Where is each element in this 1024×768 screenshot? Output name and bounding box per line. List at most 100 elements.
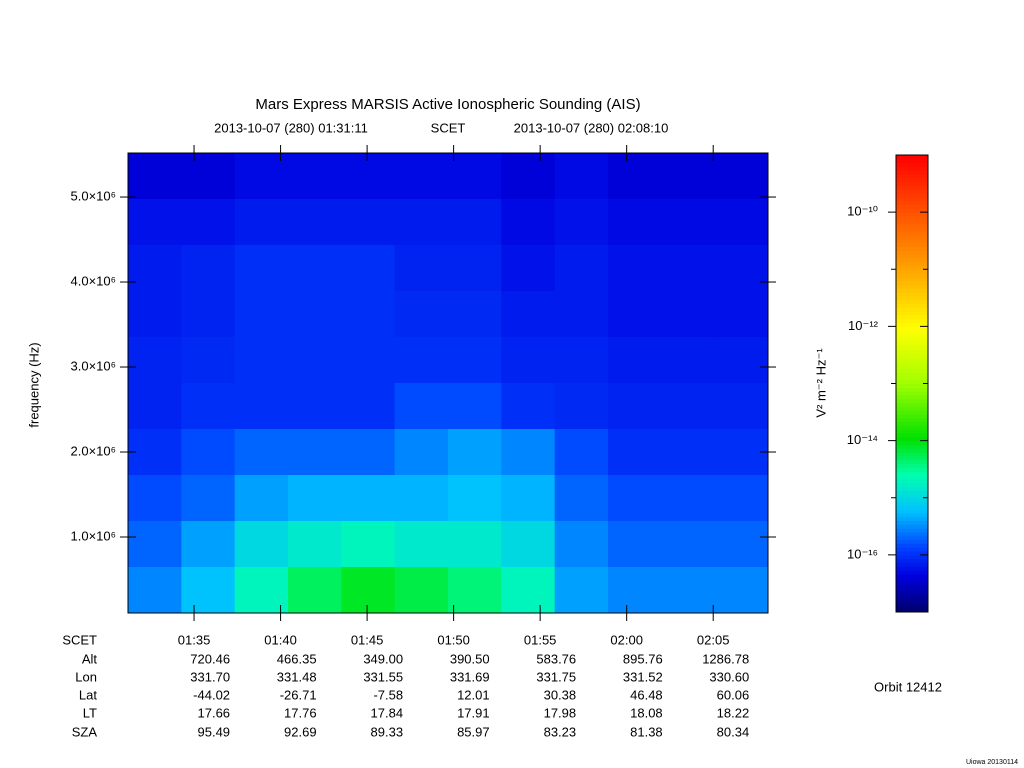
colorbar-strip bbox=[896, 196, 928, 202]
colorbar-strip bbox=[896, 231, 928, 236]
ephemeris-value: 331.52 bbox=[623, 669, 663, 684]
heatmap-cell bbox=[341, 429, 396, 476]
heatmap-cell bbox=[501, 383, 556, 430]
colorbar-strip bbox=[896, 345, 928, 350]
colorbar-strip bbox=[896, 288, 928, 293]
colorbar-strip bbox=[896, 341, 928, 346]
ephemeris-value: 466.35 bbox=[277, 651, 317, 666]
heatmap-cell bbox=[501, 153, 556, 200]
heatmap-cell bbox=[608, 245, 662, 292]
colorbar-strip bbox=[896, 429, 928, 434]
colorbar-strip bbox=[896, 387, 928, 392]
colorbar-strip bbox=[896, 303, 928, 308]
heatmap-cell bbox=[234, 475, 289, 522]
heatmap-cell bbox=[234, 153, 289, 200]
colorbar-tick-label: 10⁻¹² bbox=[848, 318, 879, 333]
colorbar-strip bbox=[896, 417, 928, 423]
colorbar-strip bbox=[896, 592, 928, 598]
heatmap-cell bbox=[394, 153, 449, 200]
heatmap-cell bbox=[608, 429, 662, 476]
x-tick-label: 02:00 bbox=[610, 632, 643, 647]
heatmap-cell bbox=[661, 245, 716, 292]
heatmap-cell bbox=[501, 521, 556, 568]
colorbar-strip bbox=[896, 337, 928, 343]
colorbar-strip bbox=[896, 261, 928, 266]
heatmap-cell bbox=[608, 337, 662, 384]
colorbar-strip bbox=[896, 505, 928, 510]
heatmap-cell bbox=[234, 337, 289, 384]
colorbar-strip bbox=[896, 391, 928, 396]
colorbar-strip bbox=[896, 356, 928, 362]
heatmap-cell bbox=[394, 199, 449, 246]
heatmap-cell bbox=[554, 291, 609, 338]
heatmap-cell bbox=[554, 245, 609, 292]
heatmap-cell bbox=[714, 245, 769, 292]
colorbar-strip bbox=[896, 463, 928, 468]
y-tick-label: 5.0×10⁶ bbox=[71, 188, 116, 203]
colorbar-strip bbox=[896, 269, 928, 274]
colorbar-strip bbox=[896, 158, 928, 164]
heatmap-cell bbox=[128, 429, 182, 476]
heatmap-cell bbox=[608, 521, 662, 568]
heatmap-cell bbox=[181, 567, 236, 614]
colorbar-strip bbox=[896, 471, 928, 476]
heatmap-cell bbox=[554, 521, 609, 568]
colorbar-strip bbox=[896, 604, 928, 609]
ephemeris-value: 80.34 bbox=[717, 724, 750, 739]
colorbar-strip bbox=[896, 402, 928, 407]
ephemeris-value: 30.38 bbox=[544, 687, 577, 702]
colorbar-strip bbox=[896, 493, 928, 499]
colorbar-strip bbox=[896, 307, 928, 312]
colorbar-strip bbox=[896, 585, 928, 590]
colorbar-strip bbox=[896, 353, 928, 358]
colorbar-strip bbox=[896, 452, 928, 457]
colorbar-strip bbox=[896, 284, 928, 289]
heatmap-cell bbox=[181, 475, 236, 522]
heatmap-cell bbox=[288, 153, 342, 200]
colorbar-strip bbox=[896, 311, 928, 316]
colorbar-strip bbox=[896, 242, 928, 247]
colorbar-strip bbox=[896, 577, 928, 583]
colorbar-strip bbox=[896, 265, 928, 270]
heatmap-cell bbox=[448, 199, 502, 246]
ephemeris-value: 89.33 bbox=[371, 724, 404, 739]
heatmap-cell bbox=[181, 153, 236, 200]
heatmap-cell bbox=[608, 153, 662, 200]
colorbar-strip bbox=[896, 425, 928, 430]
heatmap-cell bbox=[234, 429, 289, 476]
colorbar-strip bbox=[896, 608, 928, 613]
heatmap-cell bbox=[288, 521, 342, 568]
heatmap-cell bbox=[394, 245, 449, 292]
heatmap-cell bbox=[714, 567, 769, 614]
heatmap-cell bbox=[448, 153, 502, 200]
heatmap-cell bbox=[714, 337, 769, 384]
y-axis-label: frequency (Hz) bbox=[26, 342, 41, 427]
colorbar-strip bbox=[896, 520, 928, 525]
heatmap-cell bbox=[448, 245, 502, 292]
heatmap-cell bbox=[554, 153, 609, 200]
x-tick-label: 01:40 bbox=[264, 632, 297, 647]
heatmap-cell bbox=[714, 199, 769, 246]
colorbar-strip bbox=[896, 215, 928, 221]
ephemeris-label: Alt bbox=[82, 651, 98, 666]
colorbar-strip bbox=[896, 250, 928, 255]
heatmap-cell bbox=[341, 245, 396, 292]
heatmap-cell bbox=[181, 337, 236, 384]
colorbar-tick-label: 10⁻¹⁴ bbox=[847, 432, 878, 447]
heatmap-cell bbox=[448, 429, 502, 476]
y-tick-label: 2.0×10⁶ bbox=[71, 443, 116, 458]
heatmap-cell bbox=[714, 475, 769, 522]
chart-title: Mars Express MARSIS Active Ionospheric S… bbox=[255, 96, 640, 113]
heatmap-cell bbox=[554, 337, 609, 384]
heatmap-cell bbox=[394, 337, 449, 384]
ephemeris-value: 81.38 bbox=[630, 724, 663, 739]
heatmap-cell bbox=[448, 337, 502, 384]
plot-frame bbox=[127, 152, 769, 614]
heatmap-cell bbox=[341, 521, 396, 568]
heatmap-cell bbox=[501, 337, 556, 384]
colorbar-strip bbox=[896, 474, 928, 480]
colorbar-strip bbox=[896, 406, 928, 411]
heatmap-cell bbox=[341, 337, 396, 384]
heatmap-cell bbox=[128, 291, 182, 338]
heatmap-cell bbox=[608, 383, 662, 430]
